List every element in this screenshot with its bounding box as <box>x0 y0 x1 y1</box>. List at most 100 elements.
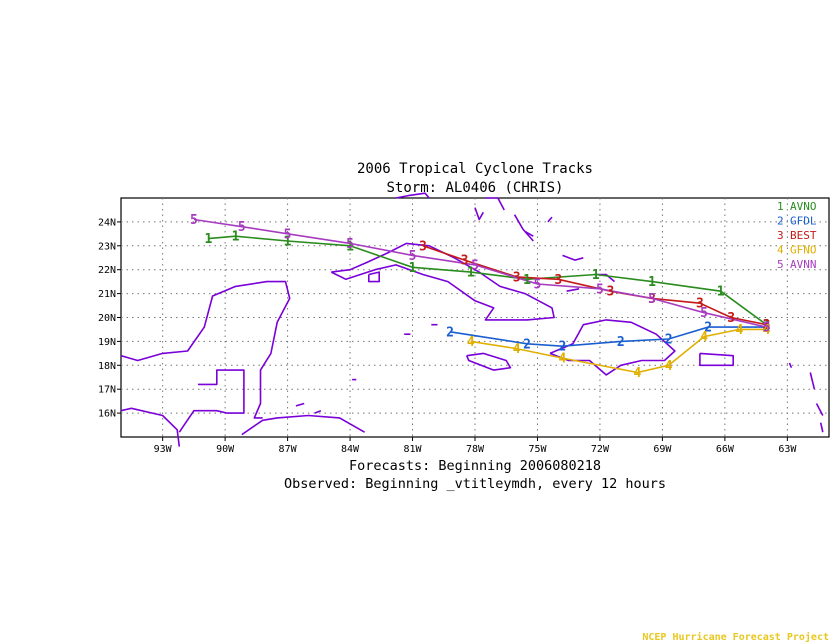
track-point-gfno: 4 <box>634 366 642 381</box>
track-point-avno: 1 <box>592 268 600 283</box>
chart-subtitle: Storm: AL0406 (CHRIS) <box>386 180 563 196</box>
y-tick-label: 24N <box>98 217 116 228</box>
track-point-best: 3 <box>763 318 771 333</box>
track-point-gfdl: 2 <box>446 325 454 340</box>
legend-label: AVNO <box>790 200 817 213</box>
x-axis: 93W 90W 87W 84W 81W 78W 75W 72W 69W 66W 63W <box>154 437 797 455</box>
track-point-gfno: 4 <box>736 323 744 338</box>
land-outline <box>513 214 534 242</box>
forecasts-caption: Forecasts: Beginning 2006080218 <box>349 458 601 474</box>
track-point-gfno: 4 <box>559 352 567 367</box>
legend-marker: 1 <box>777 200 784 213</box>
track-point-gfno: 4 <box>467 335 475 350</box>
track-point-gfno: 4 <box>665 359 673 374</box>
land-outline <box>474 207 484 221</box>
track-point-avnn: 5 <box>346 237 354 252</box>
x-tick-label: 93W <box>154 444 173 455</box>
x-tick-label: 78W <box>466 444 485 455</box>
storm-tracks <box>193 218 767 374</box>
y-tick-label: 23N <box>98 241 116 252</box>
land-outline <box>788 362 793 369</box>
legend-entry: 5 AVNN <box>777 258 817 271</box>
legend-label: AVNN <box>790 258 817 271</box>
legend-entry: 4 GFNO <box>777 244 817 257</box>
land-outline <box>485 197 505 211</box>
y-tick-label: 20N <box>98 313 116 324</box>
track-point-gfdl: 2 <box>763 321 771 336</box>
track-point-gfdl: 2 <box>617 335 625 350</box>
x-tick-label: 69W <box>653 444 672 455</box>
x-tick-label: 81W <box>403 444 422 455</box>
track-point-avno: 1 <box>717 285 725 300</box>
track-point-avnn: 5 <box>471 258 479 273</box>
land-outline <box>295 402 305 407</box>
y-tick-label: 22N <box>98 265 116 276</box>
track-point-avnn: 5 <box>534 278 542 293</box>
track-point-best: 3 <box>513 270 521 285</box>
land-outline <box>314 409 322 414</box>
legend-label: BEST <box>790 229 817 242</box>
legend-marker: 2 <box>777 215 784 228</box>
track-point-gfdl: 2 <box>704 321 712 336</box>
legend-entry: 2 GFDL <box>777 215 817 228</box>
track-point-best: 3 <box>606 285 614 300</box>
land-outline <box>120 280 291 419</box>
track-point-avno: 1 <box>523 273 531 288</box>
track-point-best: 3 <box>419 239 427 254</box>
legend: 1 AVNO 2 GFDL 3 BEST 4 GFNO 5 AVNN <box>777 200 817 271</box>
land-outline <box>524 230 534 237</box>
x-tick-label: 72W <box>591 444 610 455</box>
land-outline <box>562 254 584 261</box>
track-point-gfno: 4 <box>513 342 521 357</box>
land-outline <box>330 242 555 321</box>
land-outline <box>367 271 381 283</box>
track-point-avnn: 5 <box>763 321 771 336</box>
legend-entry: 3 BEST <box>777 229 817 242</box>
track-point-gfdl: 2 <box>523 337 531 352</box>
credit-text: NCEP Hurricane Forecast Project <box>642 631 829 643</box>
track-point-avno: 1 <box>284 235 292 250</box>
track-point-gfdl: 2 <box>559 340 567 355</box>
track-point-avnn: 5 <box>596 282 604 297</box>
y-tick-label: 18N <box>98 361 116 372</box>
track-point-gfno: 4 <box>763 323 771 338</box>
track-point-best: 3 <box>696 297 704 312</box>
land-outline <box>465 352 512 371</box>
legend-entry: 1 AVNO <box>777 200 817 213</box>
y-tick-label: 21N <box>98 289 116 300</box>
y-axis: 24N 23N 22N 21N 20N 19N 18N 17N 16N <box>98 217 121 420</box>
observed-caption: Observed: Beginning _vtitleymdh, every 1… <box>284 476 666 492</box>
track-line-avno <box>208 235 767 326</box>
land-outline <box>178 369 245 433</box>
track-point-avnn: 5 <box>700 306 708 321</box>
land-outline <box>815 403 824 416</box>
land-outlines <box>120 192 824 447</box>
track-point-avno: 1 <box>232 230 240 245</box>
x-tick-label: 87W <box>279 444 298 455</box>
x-tick-label: 75W <box>528 444 547 455</box>
land-outline <box>547 216 553 223</box>
land-outline <box>819 422 824 433</box>
land-outline <box>120 407 181 447</box>
track-line-avnn <box>193 218 767 328</box>
track-point-avno: 1 <box>409 261 417 276</box>
track-point-avnn: 5 <box>284 227 292 242</box>
land-outline <box>809 372 816 390</box>
y-tick-label: 19N <box>98 337 116 348</box>
track-point-avnn: 5 <box>190 213 198 228</box>
x-tick-label: 84W <box>341 444 360 455</box>
track-point-avno: 1 <box>205 232 213 247</box>
track-point-gfno: 4 <box>700 330 708 345</box>
land-outline <box>699 352 735 367</box>
land-outline <box>549 319 676 376</box>
track-point-avno: 1 <box>346 239 354 254</box>
legend-label: GFDL <box>790 215 817 228</box>
track-point-best: 3 <box>727 311 735 326</box>
track-point-avno: 1 <box>648 275 656 290</box>
track-point-avnn: 5 <box>238 220 246 235</box>
legend-marker: 4 <box>777 244 784 257</box>
track-point-avnn: 5 <box>409 249 417 264</box>
